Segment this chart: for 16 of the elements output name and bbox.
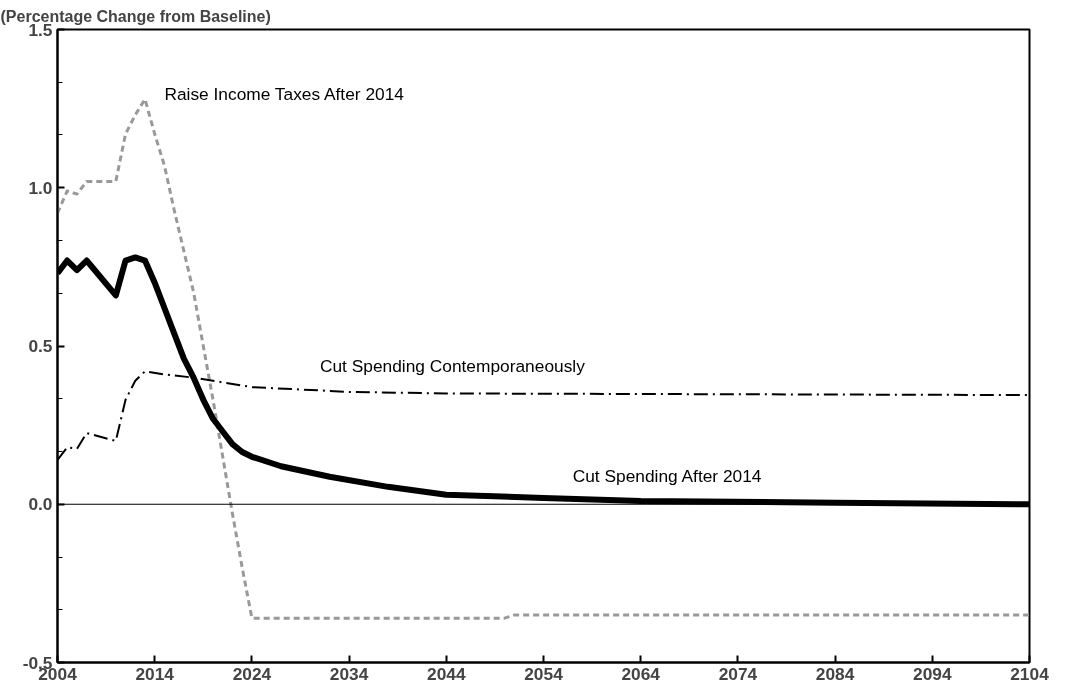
x-tick-label: 2064	[621, 663, 661, 684]
series-label: Cut Spending Contemporaneously	[319, 356, 586, 377]
y-tick-label: 0.5	[28, 336, 53, 356]
x-tick-label: 2104	[1010, 663, 1050, 684]
x-tick-label: 2054	[524, 663, 564, 684]
y-tick-label: 0.0	[28, 494, 53, 515]
x-tick-label: 2094	[913, 663, 952, 684]
x-tick-label: 2034	[329, 663, 369, 684]
x-tick-label: 2014	[135, 663, 175, 684]
x-tick-label: 2074	[718, 663, 758, 684]
x-tick-label: 2024	[232, 663, 272, 684]
series-label: Cut Spending After 2014	[572, 465, 762, 486]
x-tick-label: 2044	[427, 663, 466, 684]
series-label: Raise Income Taxes After 2014	[164, 83, 405, 104]
x-tick-label: 2084	[815, 663, 855, 684]
y-tick-label: 1.0	[28, 177, 53, 198]
